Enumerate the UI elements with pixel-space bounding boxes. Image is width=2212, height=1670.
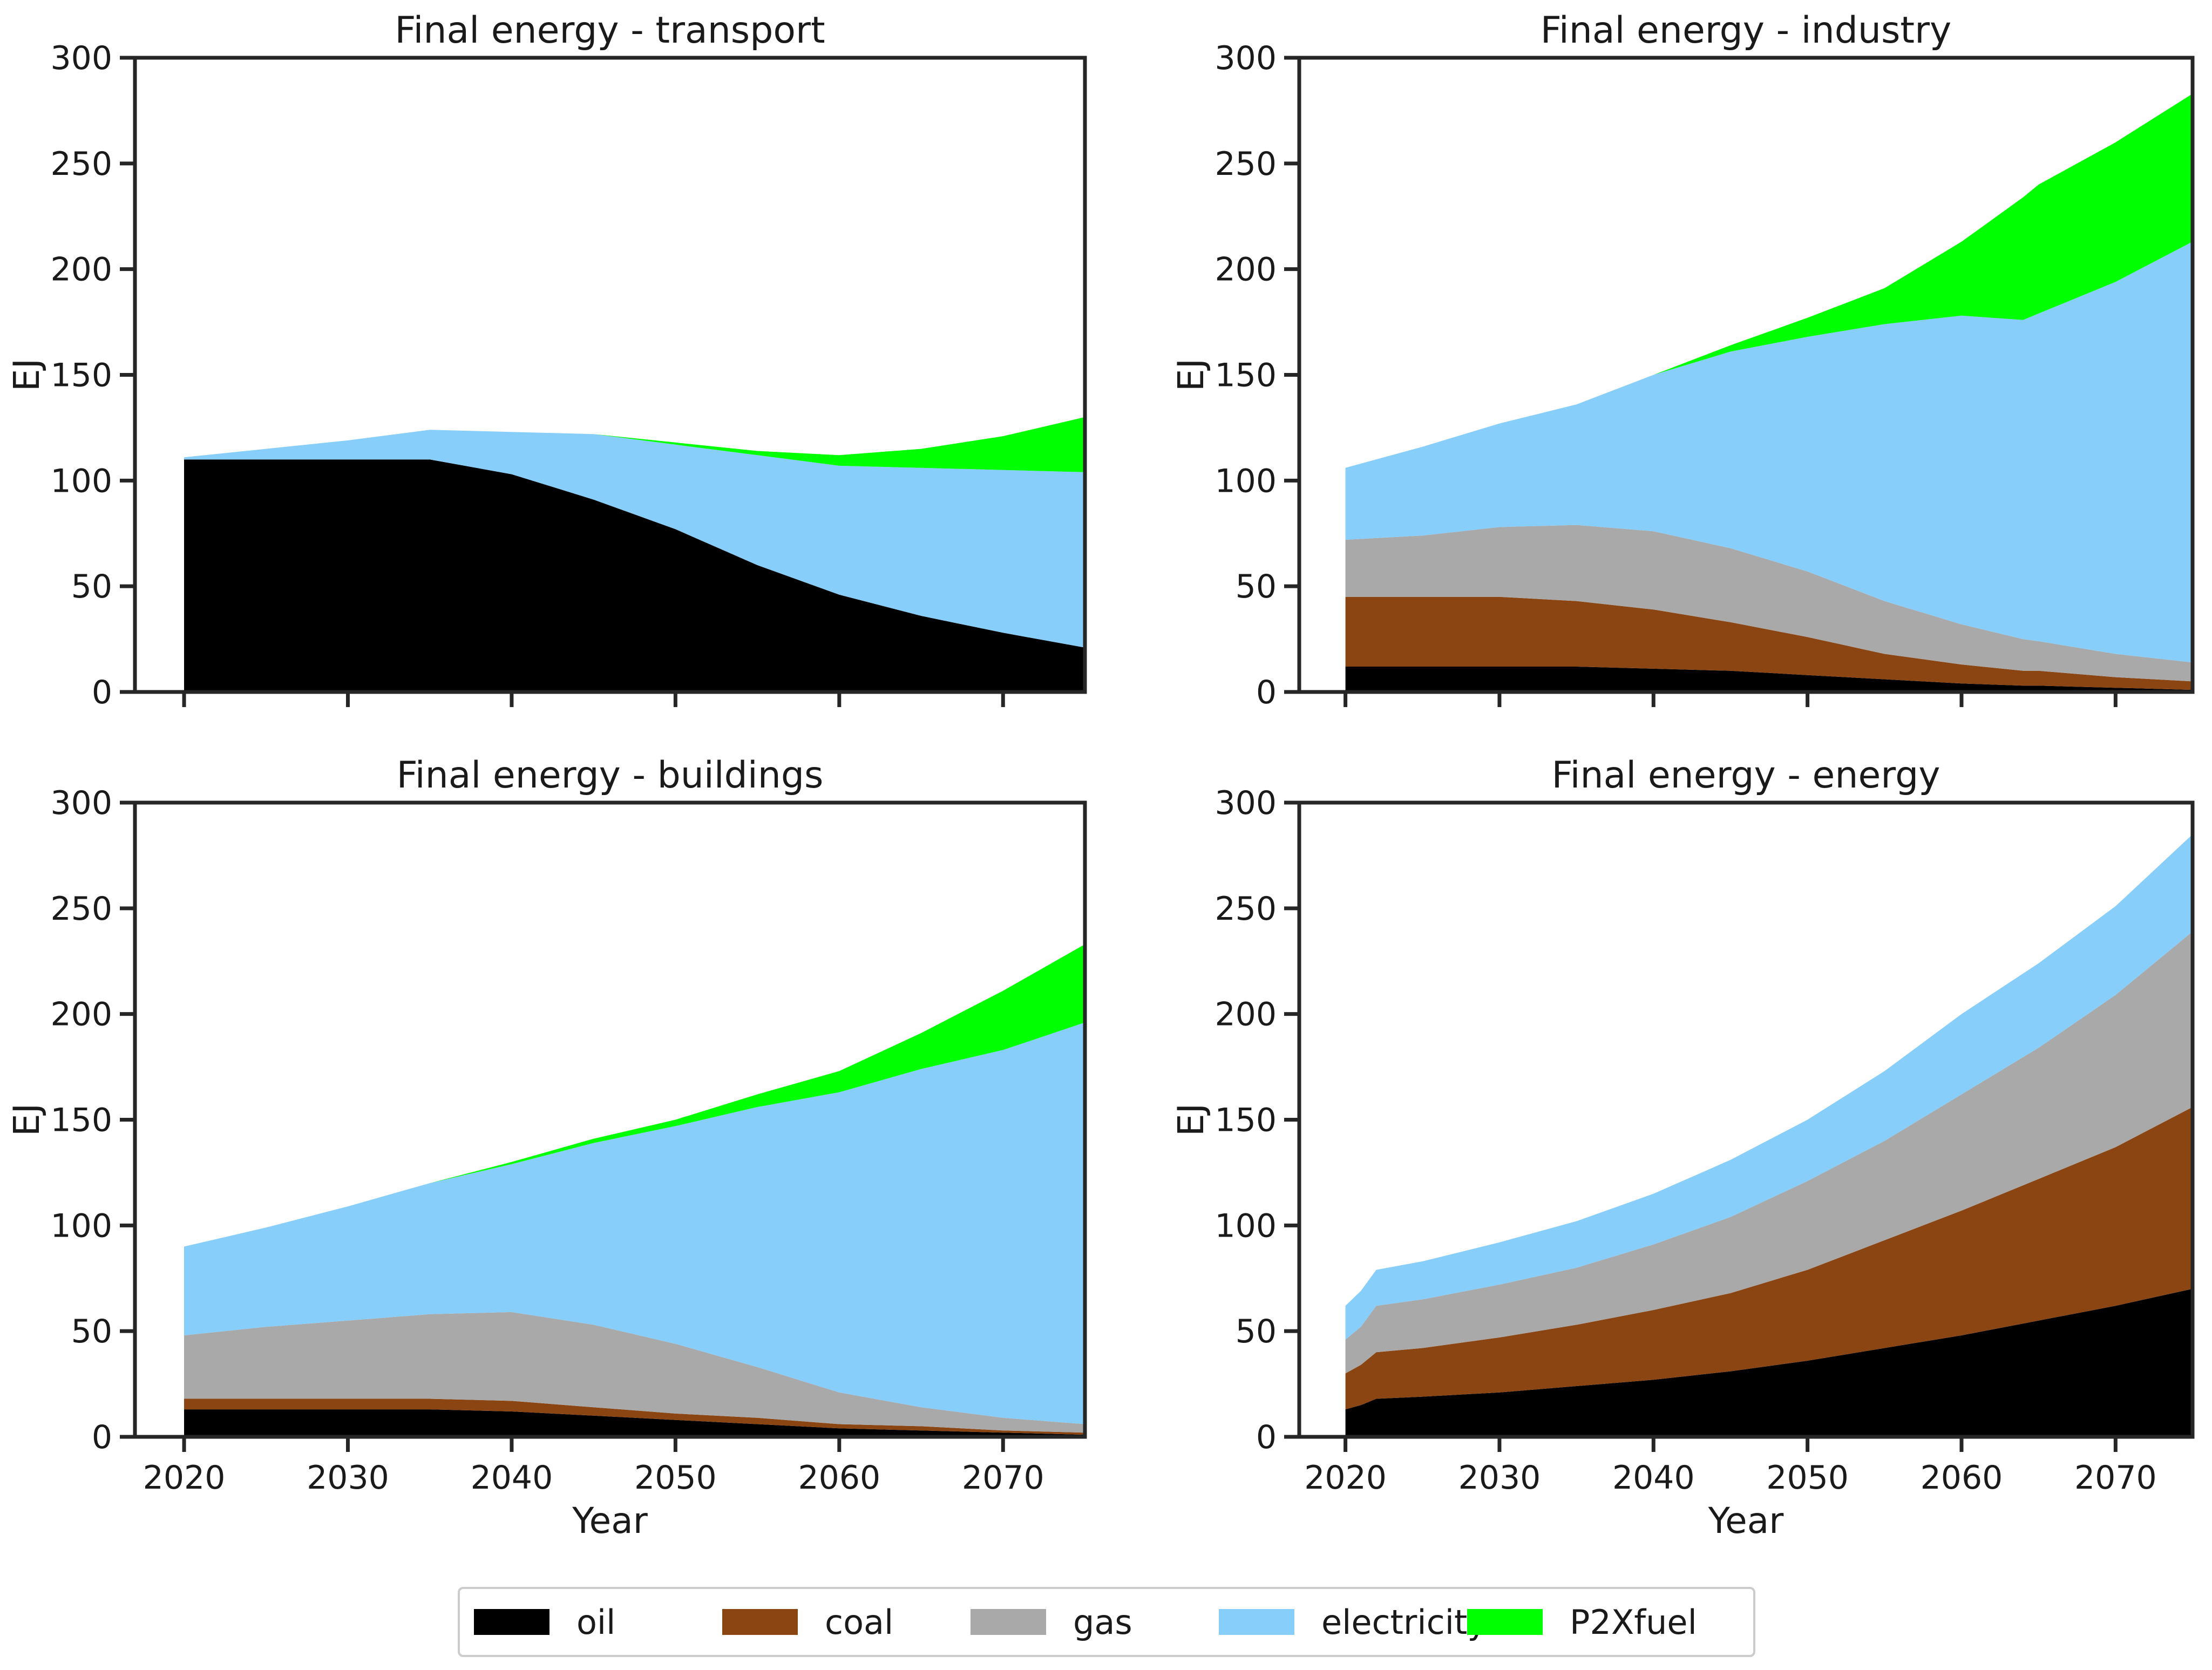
y-tick-label: 200: [1214, 251, 1277, 289]
legend-item-gas: gas: [971, 1603, 1132, 1642]
chart-title: Final energy - energy: [1552, 754, 1940, 797]
y-tick-label: 0: [1256, 674, 1277, 711]
y-tick-label: 0: [92, 674, 112, 711]
chart-title: Final energy - buildings: [397, 754, 824, 797]
x-tick-label: 2050: [1766, 1459, 1849, 1497]
y-tick-label: 250: [50, 145, 112, 183]
area-coal: [184, 1399, 1085, 1435]
y-tick-label: 100: [1214, 462, 1277, 500]
legend-item-electricity: electricity: [1219, 1603, 1487, 1642]
x-tick-label: 2040: [1612, 1459, 1695, 1497]
y-tick-label: 300: [50, 39, 112, 77]
y-tick-label: 250: [1214, 145, 1277, 183]
chart-title: Final energy - transport: [395, 9, 825, 52]
y-tick-label: 250: [1214, 890, 1277, 928]
y-tick-label: 50: [71, 1313, 112, 1350]
y-tick-label: 50: [1236, 1313, 1277, 1350]
chart-title: Final energy - industry: [1541, 9, 1952, 52]
legend-label: coal: [825, 1603, 893, 1642]
y-axis-label: EJ: [6, 358, 48, 391]
x-axis-label: Year: [1708, 1500, 1784, 1542]
y-tick-label: 200: [1214, 996, 1277, 1034]
area-p2xfuel: [184, 417, 1085, 472]
legend-swatch: [1219, 1609, 1294, 1635]
x-tick-label: 2020: [143, 1459, 226, 1497]
legend-frame: [458, 1587, 1755, 1657]
legend-label: P2Xfuel: [1570, 1603, 1697, 1642]
x-tick-label: 2070: [962, 1459, 1044, 1497]
legend-item-p2xfuel: P2Xfuel: [1467, 1603, 1697, 1642]
x-tick-label: 2030: [307, 1459, 389, 1497]
y-tick-label: 0: [1256, 1418, 1277, 1456]
y-tick-label: 150: [1214, 357, 1277, 395]
panel-final-energy-transport: 0 50 100 150 200 250 300 Final energy - transpo…: [6, 9, 1087, 711]
y-tick-label: 100: [1214, 1207, 1277, 1245]
area-gas: [184, 1312, 1085, 1433]
y-axis-label: EJ: [1170, 358, 1212, 391]
y-tick-label: 50: [71, 568, 112, 606]
y-tick-label: 300: [1214, 784, 1277, 822]
area-oil: [184, 1409, 1085, 1437]
y-tick-label: 150: [1214, 1102, 1277, 1139]
area-coal: [1345, 1107, 2193, 1410]
x-tick-label: 2030: [1458, 1459, 1541, 1497]
x-tick-label: 2050: [634, 1459, 717, 1497]
area-electricity: [184, 1022, 1085, 1424]
legend-item-oil: oil: [474, 1603, 615, 1642]
x-axis-label: Year: [572, 1500, 648, 1542]
legend-swatch: [1467, 1609, 1543, 1635]
y-tick-label: 300: [50, 784, 112, 822]
area-electricity: [184, 430, 1085, 648]
panel-final-energy-industry: 0 50 100 150 200 250 300 Final energy - industr…: [1170, 9, 2195, 711]
x-tick-label: 2060: [798, 1459, 880, 1497]
panel-final-energy-energy: 0 50 100 150 200 250 300 2020 2030 2040 2050 2060 20…: [1170, 754, 2195, 1542]
x-tick-label: 2060: [1921, 1459, 2003, 1497]
legend-label: oil: [576, 1603, 615, 1642]
area-oil: [184, 459, 1085, 692]
y-tick-label: 200: [50, 251, 112, 289]
panel-final-energy-buildings: 0 50 100 150 200 250 300 2020 2030 2040 2050 2060 20…: [6, 754, 1087, 1542]
legend-label: gas: [1073, 1603, 1132, 1642]
y-tick-label: 0: [92, 1418, 112, 1456]
area-gas: [1345, 931, 2193, 1374]
y-tick-label: 100: [50, 462, 112, 500]
y-axis-label: EJ: [1170, 1103, 1212, 1136]
y-tick-label: 150: [50, 1102, 112, 1139]
legend-swatch: [971, 1609, 1046, 1635]
area-p2xfuel: [1345, 93, 2193, 468]
area-gas: [1345, 525, 2193, 682]
x-tick-label: 2040: [471, 1459, 553, 1497]
y-tick-label: 300: [1214, 39, 1277, 77]
legend: oil coal gas electricity P2Xfuel: [458, 1587, 1755, 1657]
legend-swatch: [722, 1609, 798, 1635]
y-tick-label: 50: [1236, 568, 1277, 606]
legend-label: electricity: [1321, 1603, 1487, 1642]
y-tick-label: 200: [50, 996, 112, 1034]
x-tick-label: 2020: [1304, 1459, 1387, 1497]
y-tick-label: 150: [50, 357, 112, 395]
area-oil: [1345, 667, 2193, 692]
area-coal: [1345, 596, 2193, 690]
legend-swatch: [474, 1609, 549, 1635]
x-tick-label: 2070: [2074, 1459, 2157, 1497]
area-oil: [1345, 1288, 2193, 1437]
area-electricity: [1345, 241, 2193, 663]
area-electricity: [1345, 834, 2193, 1340]
y-tick-label: 100: [50, 1207, 112, 1245]
legend-item-coal: coal: [722, 1603, 893, 1642]
y-axis-label: EJ: [6, 1103, 48, 1136]
y-tick-label: 250: [50, 890, 112, 928]
